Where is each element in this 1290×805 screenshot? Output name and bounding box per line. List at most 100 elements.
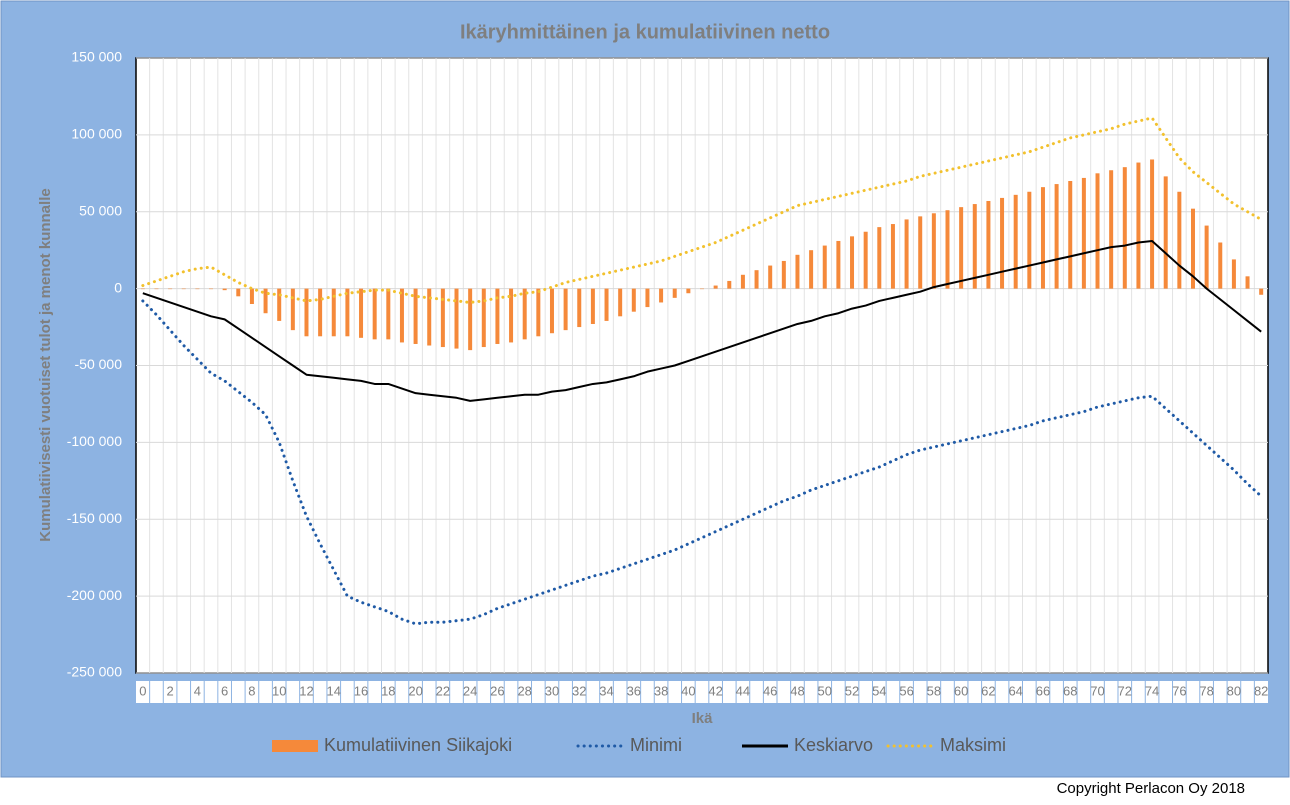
line-1 xyxy=(141,299,1263,626)
bar xyxy=(959,207,964,289)
copyright: Copyright Perlacon Oy 2018 xyxy=(1057,780,1245,797)
x-label-strip xyxy=(136,681,1268,703)
bar xyxy=(1218,242,1223,289)
bar xyxy=(590,288,595,324)
bar xyxy=(304,288,309,337)
bar xyxy=(768,265,773,289)
x-tick-label: 22 xyxy=(436,683,450,698)
bar xyxy=(863,231,868,289)
legend-label: Minimi xyxy=(630,735,682,755)
legend-label: Keskiarvo xyxy=(794,735,873,755)
bar xyxy=(249,288,254,304)
bar xyxy=(809,250,814,289)
x-tick-label: 78 xyxy=(1199,683,1213,698)
x-tick-label: 46 xyxy=(763,683,777,698)
bar xyxy=(645,288,650,308)
bar xyxy=(1068,181,1073,289)
y-tick-label: 50 000 xyxy=(79,202,122,218)
x-tick-label: 2 xyxy=(166,683,173,698)
bar xyxy=(604,288,609,321)
bar xyxy=(1163,176,1168,289)
x-tick-label: 44 xyxy=(736,683,750,698)
x-tick-label: 34 xyxy=(599,683,613,698)
bar xyxy=(168,288,173,290)
bar xyxy=(904,219,909,289)
bar xyxy=(454,288,459,349)
bar xyxy=(481,288,486,348)
bar xyxy=(727,280,732,289)
x-tick-label: 82 xyxy=(1254,683,1268,698)
bar xyxy=(290,288,295,331)
x-tick-label: 12 xyxy=(299,683,313,698)
x-tick-label: 62 xyxy=(981,683,995,698)
legend: Kumulatiivinen Siikajoki Minimi Keskiarvo M… xyxy=(272,735,1006,755)
x-tick-label: 42 xyxy=(708,683,722,698)
bar xyxy=(1122,167,1127,289)
bars xyxy=(140,159,1264,351)
y-axis-label: Kumulatiivisesti vuotuiset tulot ja meno… xyxy=(37,188,54,541)
bar xyxy=(222,288,227,291)
bar xyxy=(822,245,827,289)
bar xyxy=(236,288,241,297)
bar xyxy=(781,260,786,289)
bar xyxy=(359,288,364,338)
bar xyxy=(140,288,145,290)
bar xyxy=(440,288,445,348)
bar xyxy=(1109,170,1114,289)
x-tick-label: 74 xyxy=(1145,683,1159,698)
bar xyxy=(795,254,800,289)
x-tick-label: 10 xyxy=(272,683,286,698)
bar xyxy=(577,288,582,328)
bar xyxy=(700,288,704,290)
bar xyxy=(427,288,432,346)
bar xyxy=(563,288,568,331)
x-tick-label: 60 xyxy=(954,683,968,698)
bar xyxy=(1040,187,1045,289)
bar xyxy=(1150,159,1155,289)
line-3 xyxy=(141,116,1263,304)
bar xyxy=(195,288,200,290)
bar xyxy=(918,216,923,289)
bar xyxy=(1027,191,1032,289)
x-tick-label: 52 xyxy=(845,683,859,698)
bar xyxy=(372,288,377,340)
x-tick-label: 26 xyxy=(490,683,504,698)
x-tick-label: 0 xyxy=(139,683,146,698)
bar xyxy=(509,288,514,343)
x-tick-label: 66 xyxy=(1036,683,1050,698)
x-tick-label: 68 xyxy=(1063,683,1077,698)
bar xyxy=(468,288,473,351)
bar xyxy=(672,288,677,298)
x-tick-label: 18 xyxy=(381,683,395,698)
x-tick-label: 72 xyxy=(1118,683,1132,698)
y-tick-label: -150 000 xyxy=(67,510,122,526)
x-tick-label: 64 xyxy=(1008,683,1022,698)
axes: -250 000 -200 000 -150 000 -100 000 -50 000 0… xyxy=(67,49,1268,703)
bar xyxy=(618,288,623,317)
x-tick-label: 54 xyxy=(872,683,886,698)
x-tick-label: 28 xyxy=(517,683,531,698)
x-tick-label: 48 xyxy=(790,683,804,698)
x-tick-label: 32 xyxy=(572,683,586,698)
x-tick-label: 30 xyxy=(545,683,559,698)
bar xyxy=(181,288,186,290)
bar xyxy=(931,213,936,289)
bar xyxy=(209,288,214,290)
x-tick-label: 20 xyxy=(408,683,422,698)
bar xyxy=(1136,162,1141,289)
bar xyxy=(549,288,554,334)
y-tick-label: -250 000 xyxy=(67,664,122,680)
bar xyxy=(631,288,636,312)
bar xyxy=(836,240,841,289)
bar xyxy=(1231,259,1236,289)
bar xyxy=(318,288,323,337)
bar xyxy=(1190,208,1195,289)
bar xyxy=(277,288,282,321)
bar xyxy=(972,204,977,289)
bar xyxy=(1081,177,1086,289)
legend-label: Kumulatiivinen Siikajoki xyxy=(324,735,512,755)
bar xyxy=(659,288,664,303)
x-tick-label: 76 xyxy=(1172,683,1186,698)
